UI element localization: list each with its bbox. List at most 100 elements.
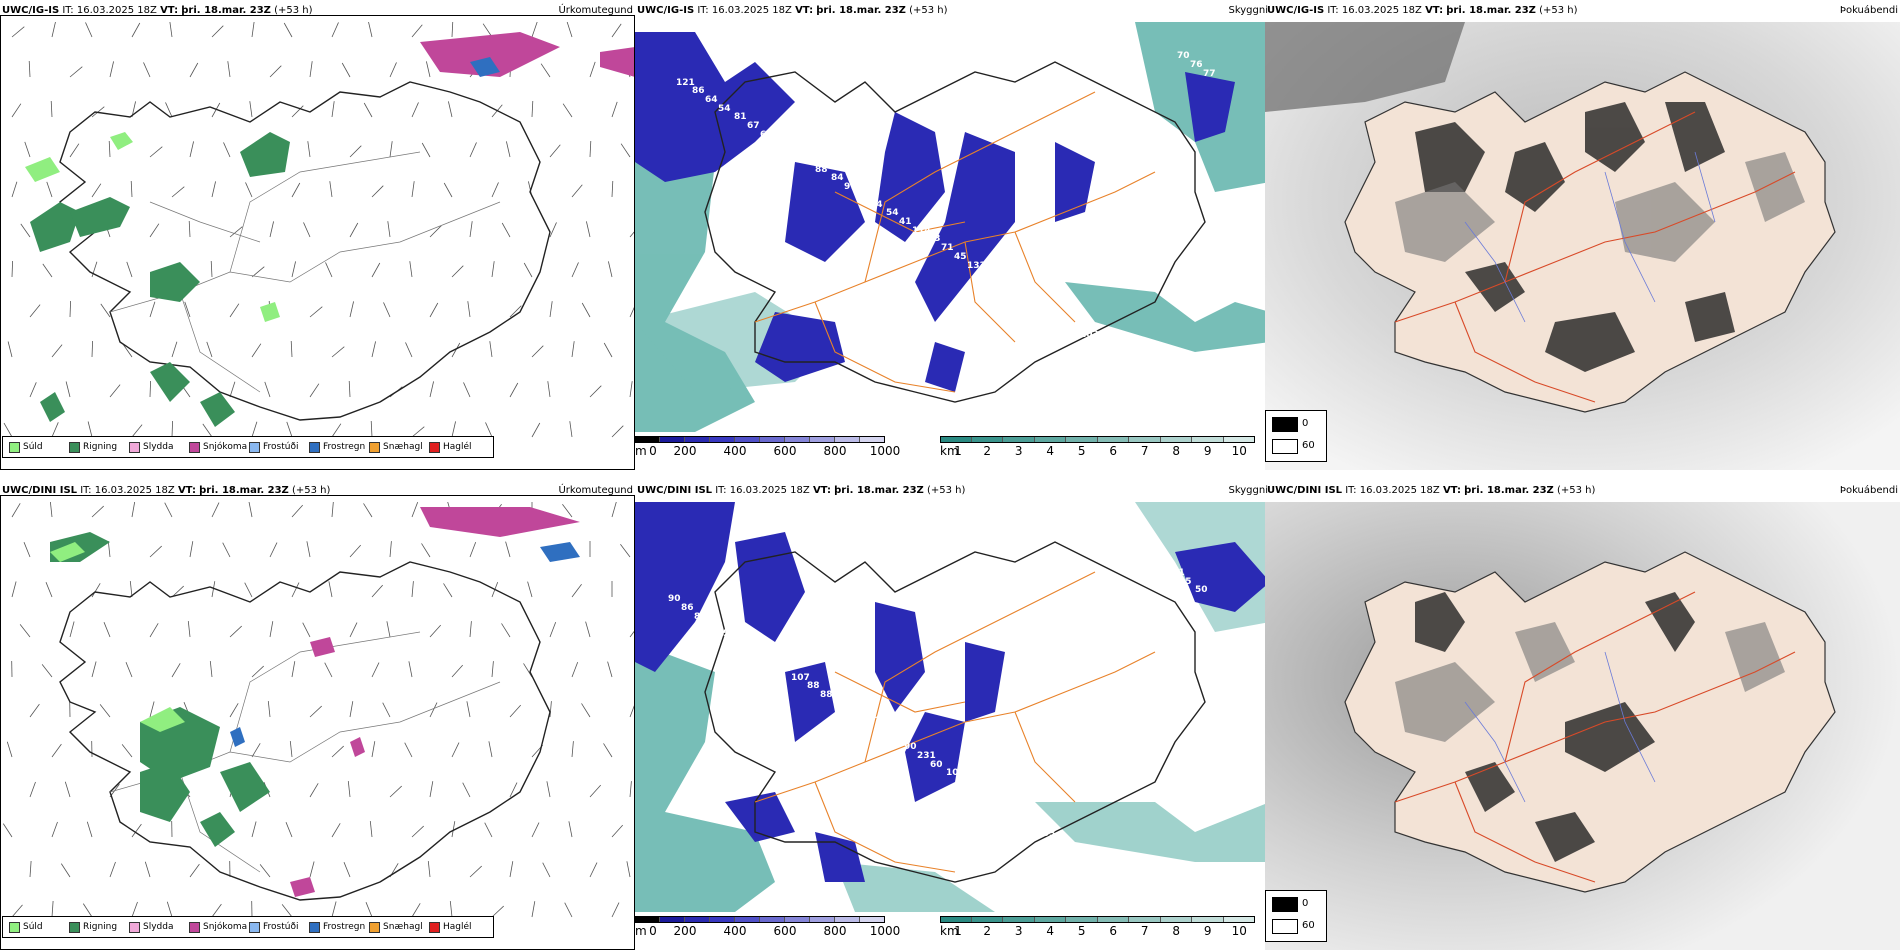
colorbar-tick-label: 6 (1109, 924, 1118, 938)
visibility-value-label: 101 (736, 638, 755, 648)
wind-barb (2, 823, 13, 838)
colorbar-tick-label: 9 (1203, 444, 1212, 458)
wind-barb (91, 505, 104, 518)
wind-barb (562, 103, 573, 118)
valid-time: þri. 18.mar. 23Z (816, 5, 906, 16)
fog-legend: 0 60 (1265, 410, 1327, 462)
wind-barb (166, 901, 173, 918)
wind-barb (69, 143, 80, 158)
legend-swatch (9, 922, 20, 933)
wind-barb (589, 385, 602, 398)
visibility-value-label: 137 (1135, 365, 1154, 375)
colorbar-segment (735, 436, 760, 443)
wind-barb (629, 381, 633, 398)
wind-barb (581, 302, 591, 318)
colorbar-segment (1066, 436, 1098, 443)
wind-barb (611, 902, 620, 918)
wind-barb (51, 821, 58, 838)
frostregn-areas (470, 57, 500, 77)
wind-barb (291, 105, 304, 118)
wind-barb (611, 101, 618, 118)
wind-barb (171, 663, 181, 678)
visibility-value-label: 45 (954, 252, 967, 262)
colorbar-tick-label: 9 (1203, 924, 1212, 938)
wind-barb (211, 903, 222, 918)
precip-type-legend: Súld Rigning Slydda Snjókoma Frostúði Frostre… (2, 436, 494, 458)
wind-barb (49, 502, 53, 518)
wind-barb (291, 661, 296, 678)
wind-barb (629, 304, 635, 318)
colorbar-tick-label: 1 (954, 444, 962, 458)
colorbar-tick-label: 10 (1231, 924, 1247, 938)
wind-barb (189, 62, 199, 78)
wind-barb (607, 661, 613, 678)
panel-title: Skyggni (1228, 5, 1268, 16)
colorbar-segment (660, 436, 685, 443)
wind-barb (421, 142, 431, 158)
visibility-value-label: 98 (875, 725, 888, 735)
grey-fog-areas (1395, 622, 1785, 742)
colorbar-segment (810, 436, 835, 443)
colorbar-segment (1003, 436, 1035, 443)
wind-barb (469, 142, 477, 158)
visibility-value-label: 94 (1069, 847, 1082, 857)
colorbar-tick-label: 600 (773, 444, 797, 458)
visibility-value-label: 60 (930, 760, 943, 770)
wind-barb (189, 541, 194, 558)
visibility-value-label: 90 (668, 594, 681, 604)
colorbar-outline (635, 916, 885, 923)
colorbar-unit: m (635, 444, 647, 458)
colorbar-segment (940, 916, 972, 923)
frostregn-areas (230, 542, 580, 747)
wind-barb (91, 183, 102, 198)
wind-barb (51, 743, 62, 758)
legend-label: Snjókoma (203, 922, 248, 932)
vt-label: VT: (812, 485, 831, 496)
wind-barb (467, 301, 471, 318)
wind-barb (370, 420, 373, 438)
wind-barb (571, 661, 579, 678)
wind-barb (149, 545, 162, 558)
red-roads (1394, 111, 1796, 403)
wind-barb (171, 420, 173, 438)
colorbar-tick-label: 4 (1046, 444, 1055, 458)
colorbar-segment (810, 916, 835, 923)
wind-barb (405, 342, 413, 358)
wind-barb (222, 542, 231, 558)
wind-barb (368, 22, 373, 38)
wind-barb (611, 425, 624, 438)
wind-barb (608, 261, 613, 278)
legend-label: Súld (23, 442, 43, 452)
wind-barb (349, 222, 359, 238)
wind-barb (443, 583, 453, 598)
visibility-value-label: 50 (1195, 585, 1208, 595)
blue-rivers (1464, 651, 1656, 803)
wind-barb (349, 301, 354, 318)
wind-barb (462, 782, 471, 798)
visibility-value-label: 67 (1082, 856, 1095, 866)
valid-time: þri. 18.mar. 23Z (199, 485, 289, 496)
legend-label: Frostregn (323, 442, 366, 452)
orange-roads (754, 571, 1156, 873)
wind-barb (484, 822, 493, 838)
visibility-value-label: 88 (815, 165, 828, 175)
wind-barb (100, 303, 111, 318)
visibility-value-label: 95 (1179, 577, 1192, 587)
wind-barb (149, 301, 156, 318)
visibility-value-label: 56 (959, 777, 972, 787)
model-name: UWC/IG-IS (2, 5, 60, 16)
iceland-coastline (704, 61, 1206, 403)
colorbar-segment (835, 916, 860, 923)
wind-barb (411, 581, 414, 598)
visibility-map: 8010770986795101186605810486919815394101… (635, 502, 1270, 912)
wind-barb (389, 785, 402, 798)
wind-barb (581, 703, 591, 718)
colorbar-segment (1129, 916, 1161, 923)
fog-panel-bottom: UWC/DINI ISL IT: 16.03.2025 18Z VT: þri.… (1265, 480, 1900, 950)
panel-header: UWC/DINI ISL IT: 16.03.2025 18Z VT: þri.… (1265, 480, 1900, 502)
visibility-value-label: 77 (1203, 69, 1216, 79)
visibility-value-label: 241 (862, 716, 881, 726)
wind-barb (244, 582, 253, 598)
wind-barb (349, 701, 354, 718)
visibility-value-label: 97 (844, 182, 857, 192)
